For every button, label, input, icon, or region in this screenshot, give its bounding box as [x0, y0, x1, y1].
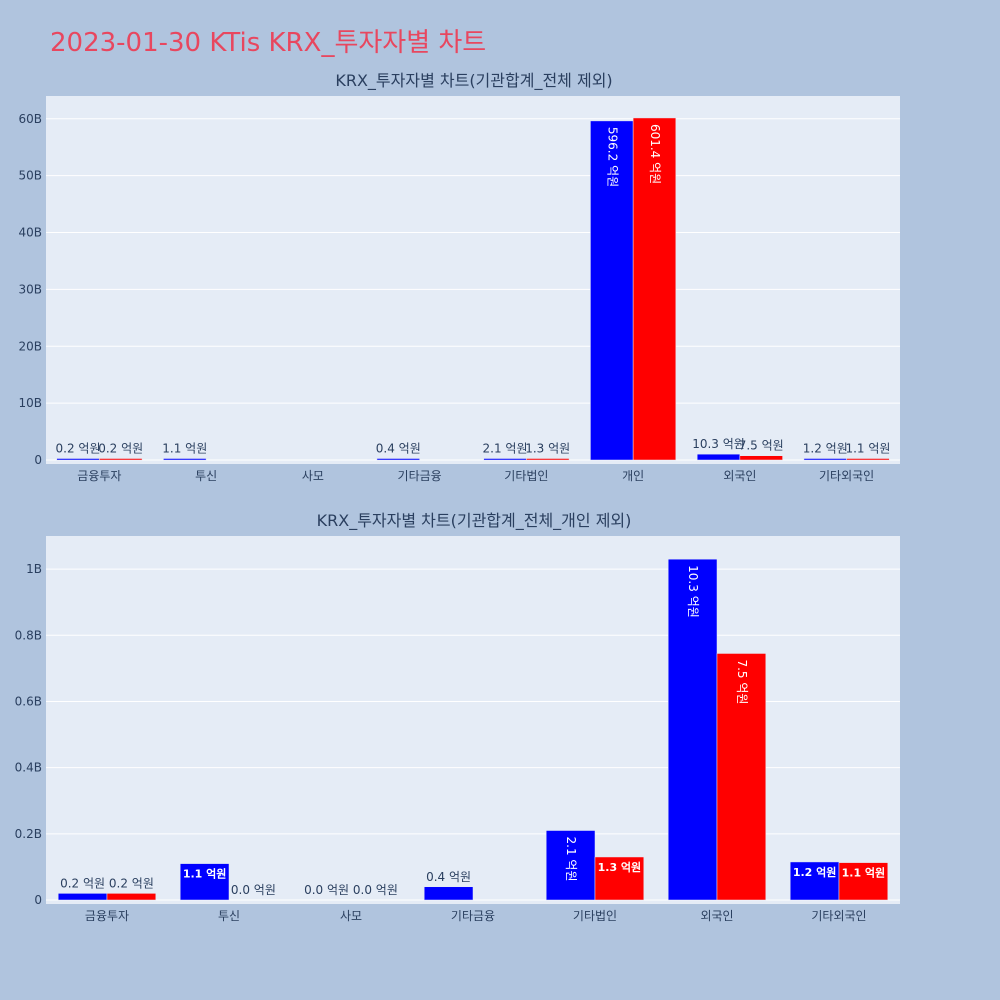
bar: [423, 886, 474, 901]
data-label: 1.1 억원: [842, 866, 886, 880]
y-tick-label: 60B: [18, 112, 42, 126]
x-tick-label: 사모: [302, 469, 324, 483]
bar: [590, 120, 634, 461]
y-tick-label: 0: [34, 453, 42, 467]
y-tick-label: 40B: [18, 226, 42, 240]
x-tick-label: 기타외국인: [811, 909, 866, 923]
data-label: 0.2 억원: [56, 442, 101, 456]
bar: [376, 458, 420, 461]
y-tick-label: 50B: [18, 169, 42, 183]
bar: [56, 458, 100, 461]
chart-title: KRX_투자자별 차트(기관합계_전체 제외): [335, 71, 612, 91]
bar: [483, 458, 527, 461]
data-label: 7.5 억원: [735, 659, 749, 704]
data-label: 0.4 억원: [426, 870, 471, 884]
bar: [545, 830, 596, 901]
x-tick-label: 개인: [622, 469, 644, 483]
data-label: 1.1 억원: [162, 442, 207, 456]
x-tick-label: 사모: [340, 909, 362, 923]
data-label: 1.2 억원: [803, 442, 848, 456]
y-tick-label: 1B: [26, 562, 42, 576]
x-tick-label: 외국인: [723, 469, 756, 483]
data-label: 1.1 억원: [183, 867, 227, 881]
y-tick-label: 0.8B: [15, 628, 42, 642]
x-tick-label: 기타법인: [573, 909, 617, 923]
bar: [716, 653, 767, 901]
data-label: 596.2 억원: [605, 127, 619, 187]
data-label: 0.2 억원: [60, 876, 105, 890]
bar: [632, 117, 677, 461]
y-tick-label: 0.6B: [15, 694, 42, 708]
x-tick-label: 투신: [218, 909, 240, 923]
bar: [803, 458, 847, 461]
data-label: 1.3 억원: [525, 442, 570, 456]
y-tick-label: 0.4B: [15, 761, 42, 775]
x-tick-label: 기타외국인: [819, 469, 874, 483]
bar: [594, 856, 645, 901]
y-tick-label: 20B: [18, 339, 42, 353]
data-label: 2.1 억원: [564, 837, 578, 882]
bar: [846, 458, 890, 461]
bar: [739, 455, 783, 461]
y-tick-label: 10B: [18, 396, 42, 410]
bar: [99, 458, 143, 461]
data-label: 0.0 억원: [304, 883, 349, 897]
y-tick-label: 0.2B: [15, 827, 42, 841]
x-tick-label: 금융투자: [85, 909, 129, 923]
data-label: 601.4 억원: [648, 124, 662, 184]
data-label: 7.5 억원: [739, 439, 784, 453]
plot-area: [46, 96, 900, 464]
data-label: 0.0 억원: [231, 883, 276, 897]
bar: [179, 863, 230, 901]
y-tick-label: 30B: [18, 282, 42, 296]
data-label: 1.3 억원: [598, 860, 642, 874]
data-label: 10.3 억원: [686, 565, 700, 618]
data-label: 1.1 억원: [845, 442, 890, 456]
chart-2: KRX_투자자별 차트(기관합계_전체_개인 제외) 0 0.2B 0.4B 0.6B 0…: [15, 511, 900, 923]
bar: [57, 893, 108, 901]
x-tick-label: 외국인: [700, 909, 733, 923]
chart-title: KRX_투자자별 차트(기관합계_전체_개인 제외): [317, 511, 632, 531]
page-title: 2023-01-30 KTis KRX_투자자별 차트: [50, 28, 487, 58]
data-label: 1.2 억원: [793, 865, 837, 879]
data-label: 0.4 억원: [376, 442, 421, 456]
y-tick-label: 0: [34, 893, 42, 907]
bar: [838, 862, 889, 901]
data-label: 0.2 억원: [109, 876, 154, 890]
x-tick-label: 기타법인: [504, 469, 548, 483]
bar: [163, 458, 207, 461]
x-tick-label: 기타금융: [451, 909, 495, 923]
bar: [696, 453, 741, 461]
data-label: 10.3 억원: [692, 437, 745, 451]
plot-area: [46, 536, 900, 904]
x-tick-label: 금융투자: [77, 469, 121, 483]
data-label: 0.0 억원: [353, 883, 398, 897]
bar: [526, 458, 570, 461]
data-label: 2.1 억원: [483, 442, 528, 456]
chart-1: KRX_투자자별 차트(기관합계_전체 제외) 0 10B 20B 30B 40B 50B 6…: [18, 71, 900, 483]
data-label: 0.2 억원: [98, 442, 143, 456]
bar: [667, 558, 718, 901]
x-tick-label: 기타금융: [398, 469, 442, 483]
x-tick-label: 투신: [195, 469, 217, 483]
bar: [106, 893, 157, 901]
